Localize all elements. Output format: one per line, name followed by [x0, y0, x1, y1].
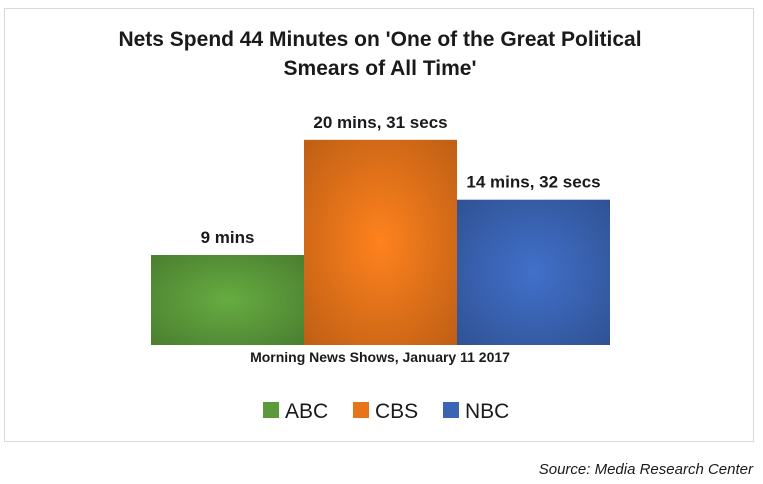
chart-frame: Nets Spend 44 Minutes on 'One of the Gre… — [4, 8, 754, 442]
bar-abc — [151, 255, 304, 345]
legend-label-abc: ABC — [285, 400, 328, 423]
legend-label-nbc: NBC — [465, 400, 509, 423]
data-label-nbc: 14 mins, 32 secs — [466, 173, 600, 192]
chart-title-line-1: Nets Spend 44 Minutes on 'One of the Gre… — [118, 28, 642, 51]
legend-swatch-abc — [263, 402, 279, 418]
bar-cbs — [304, 139, 457, 345]
data-label-cbs: 20 mins, 31 secs — [313, 113, 447, 132]
legend-label-cbs: CBS — [375, 400, 418, 423]
legend-swatch-cbs — [353, 402, 369, 418]
data-label-abc: 9 mins — [201, 228, 255, 247]
bar-nbc — [457, 199, 610, 345]
source-note: Source: Media Research Center — [538, 461, 753, 478]
legend-swatch-nbc — [443, 402, 459, 418]
x-axis-label: Morning News Shows, January 11 2017 — [250, 349, 510, 365]
legend: ABC CBS NBC — [263, 400, 509, 423]
chart-title: Nets Spend 44 Minutes on 'One of the Gre… — [5, 25, 755, 83]
chart-title-line-2: Smears of All Time' — [283, 57, 477, 80]
